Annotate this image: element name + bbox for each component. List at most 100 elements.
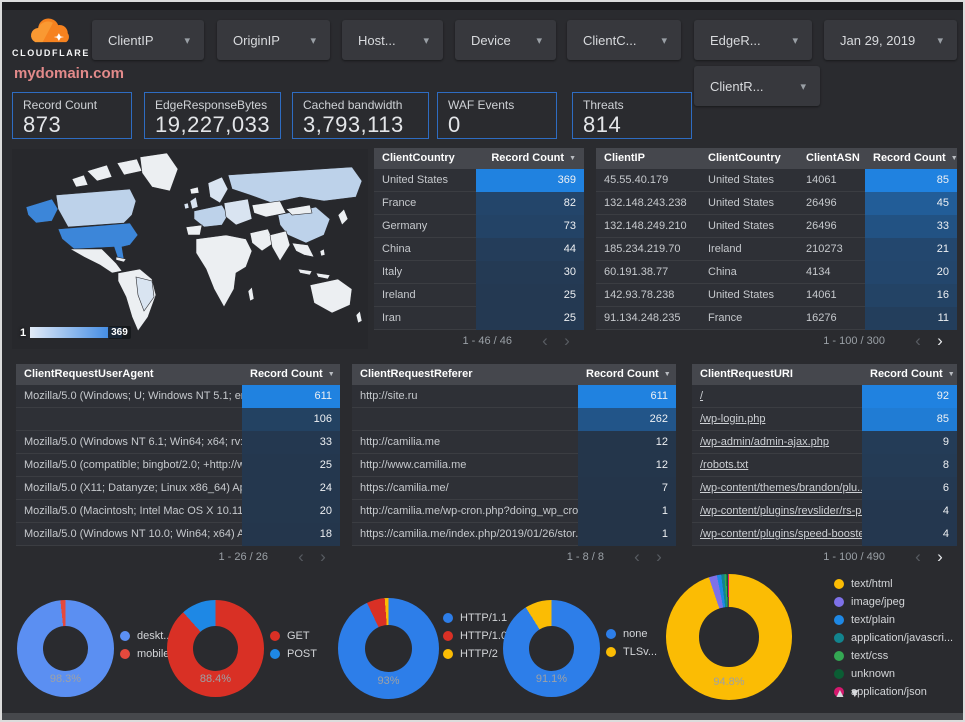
filter-edgeresponse[interactable]: EdgeR... ▾ bbox=[694, 20, 812, 60]
legend-item: application/javascri... bbox=[834, 632, 953, 645]
label-cell: China bbox=[708, 266, 737, 278]
legend-dot-icon bbox=[834, 633, 844, 643]
label-cell: /robots.txt bbox=[692, 454, 862, 477]
label-cell: Italy bbox=[382, 266, 403, 278]
content-type-donut[interactable]: 94.8% bbox=[666, 574, 792, 700]
legend-label: text/html bbox=[851, 578, 893, 590]
map-legend-min: 1 bbox=[20, 326, 27, 339]
legend-sort-arrows[interactable]: ▲▼ bbox=[834, 686, 864, 700]
legend-dot-icon bbox=[120, 649, 130, 659]
world-map bbox=[25, 152, 363, 332]
client-country-table: ClientCountry Record Count ▼ United States 3… bbox=[374, 148, 584, 350]
record-count-cell: 92 bbox=[862, 385, 957, 408]
http-version-legend: HTTP/1.1 HTTP/1.0 HTTP/2 bbox=[443, 612, 512, 661]
chevron-left-icon[interactable]: ‹ bbox=[915, 331, 921, 350]
record-count-cell: 20 bbox=[865, 261, 957, 284]
sort-desc-icon: ▼ bbox=[663, 371, 671, 378]
scorecard-value: 19,227,033 bbox=[155, 112, 271, 137]
column-header[interactable]: Record Count ▼ bbox=[586, 368, 671, 380]
legend-label: application/javascri... bbox=[851, 632, 954, 644]
http-method-legend: GET POST bbox=[270, 630, 317, 661]
tls-version-donut[interactable]: 91.1% bbox=[503, 600, 600, 697]
uri-link[interactable]: /robots.txt bbox=[700, 459, 749, 471]
label-cell: China bbox=[382, 243, 411, 255]
label-cell: Iran bbox=[382, 312, 401, 324]
geo-map-panel[interactable]: 1 369 bbox=[12, 149, 368, 349]
label-cell: 4134 bbox=[806, 266, 831, 278]
legend-dot-icon bbox=[834, 669, 844, 679]
date-label: Jan 29, 2019 bbox=[840, 32, 916, 48]
request-uri-table: ClientRequestURI Record Count ▼ / 92/wp-logi… bbox=[692, 364, 957, 566]
table-row: Iran 25 bbox=[374, 307, 584, 330]
column-header[interactable]: Record Count ▼ bbox=[250, 368, 335, 380]
cloudflare-cloud-icon bbox=[31, 18, 69, 43]
chevron-right-icon[interactable]: › bbox=[937, 547, 943, 566]
legend-item: HTTP/1.1 bbox=[443, 612, 512, 625]
column-header[interactable]: Record Count ▼ bbox=[873, 152, 957, 164]
chevron-right-icon[interactable]: › bbox=[937, 331, 943, 350]
label-cell: /wp-admin/admin-ajax.php bbox=[692, 431, 862, 454]
legend-dot-icon bbox=[606, 629, 616, 639]
table-body: United States 369 France 82 Germany 73 China 44… bbox=[374, 169, 584, 330]
table-row: Ireland 25 bbox=[374, 284, 584, 307]
filter-label: ClientR... bbox=[710, 78, 764, 94]
sort-desc-icon: ▼ bbox=[947, 371, 955, 378]
label-cell: /wp-login.php bbox=[692, 408, 862, 431]
table-row: http://site.ru 611 bbox=[352, 385, 676, 408]
legend-item: text/plain bbox=[834, 614, 953, 627]
record-count-cell: 611 bbox=[242, 385, 340, 408]
scorecard-label: Threats bbox=[583, 98, 624, 112]
chevron-left-icon[interactable]: ‹ bbox=[634, 547, 640, 566]
column-header: ClientCountry bbox=[708, 152, 781, 164]
table-row: 106 bbox=[16, 408, 340, 431]
date-range-picker[interactable]: Jan 29, 2019 ▾ bbox=[824, 20, 957, 60]
filter-originip[interactable]: OriginIP ▾ bbox=[217, 20, 330, 60]
label-cell: Germany bbox=[382, 220, 428, 232]
legend-label: GET bbox=[287, 630, 310, 642]
chevron-left-icon[interactable]: ‹ bbox=[298, 547, 304, 566]
uri-link[interactable]: /wp-login.php bbox=[700, 413, 766, 425]
chevron-down-icon: ▾ bbox=[661, 34, 667, 47]
table-header-row: ClientRequestReferer Record Count ▼ bbox=[352, 364, 676, 385]
table-row: Mozilla/5.0 (X11; Datanyze; Linux x86_64… bbox=[16, 477, 340, 500]
legend-dot-icon bbox=[443, 613, 453, 623]
label-cell: Mozilla/5.0 (Windows NT 10.0; Win64; x64… bbox=[24, 528, 242, 540]
filter-device[interactable]: Device ▾ bbox=[455, 20, 556, 60]
column-header[interactable]: Record Count ▼ bbox=[491, 152, 576, 164]
legend-item: deskt... bbox=[120, 630, 172, 643]
uri-link[interactable]: /wp-content/plugins/speed-booste... bbox=[700, 528, 862, 540]
table-row: 45.55.40.179 United States 14061 85 bbox=[596, 169, 957, 192]
label-cell: 60.191.38.77 bbox=[604, 266, 669, 278]
legend-dot-icon bbox=[834, 651, 844, 661]
legend-item: POST bbox=[270, 648, 317, 661]
chevron-right-icon[interactable]: › bbox=[320, 547, 326, 566]
label-cell: Mozilla/5.0 (Windows; U; Windows NT 5.1;… bbox=[24, 390, 242, 402]
legend-dot-icon bbox=[120, 631, 130, 641]
chevron-right-icon[interactable]: › bbox=[656, 547, 662, 566]
sort-up-icon[interactable]: ▲ bbox=[834, 686, 849, 700]
chevron-right-icon[interactable]: › bbox=[564, 331, 570, 350]
chevron-left-icon[interactable]: ‹ bbox=[915, 547, 921, 566]
scorecard-record-count: Record Count 873 bbox=[12, 92, 132, 139]
filter-host[interactable]: Host... ▾ bbox=[342, 20, 443, 60]
chevron-left-icon[interactable]: ‹ bbox=[542, 331, 548, 350]
uri-link[interactable]: /wp-content/themes/brandon/plu... bbox=[700, 482, 862, 494]
column-header[interactable]: Record Count ▼ bbox=[870, 368, 955, 380]
uri-link[interactable]: /wp-admin/admin-ajax.php bbox=[700, 436, 830, 448]
donut-percent-label: 91.1% bbox=[535, 673, 568, 685]
bottom-scrollbar[interactable] bbox=[2, 713, 963, 720]
device-type-donut[interactable]: 98.3% bbox=[17, 600, 114, 697]
record-count-cell: 8 bbox=[862, 454, 957, 477]
table-header-row: ClientRequestURI Record Count ▼ bbox=[692, 364, 957, 385]
filter-clientcountry[interactable]: ClientC... ▾ bbox=[567, 20, 681, 60]
table-row: https://camilia.me/7 bbox=[352, 477, 676, 500]
http-version-donut[interactable]: 93% bbox=[338, 598, 439, 699]
filter-clientrequest[interactable]: ClientR... ▾ bbox=[694, 66, 820, 106]
http-method-donut[interactable]: 88.4% bbox=[167, 600, 264, 697]
label-cell: 132.148.243.238 bbox=[604, 197, 687, 209]
filter-clientip[interactable]: ClientIP ▾ bbox=[92, 20, 204, 60]
column-header: ClientRequestReferer bbox=[360, 368, 473, 380]
sort-down-icon[interactable]: ▼ bbox=[848, 686, 864, 700]
uri-link[interactable]: /wp-content/plugins/revslider/rs-p... bbox=[700, 505, 862, 517]
uri-link[interactable]: / bbox=[700, 390, 704, 402]
